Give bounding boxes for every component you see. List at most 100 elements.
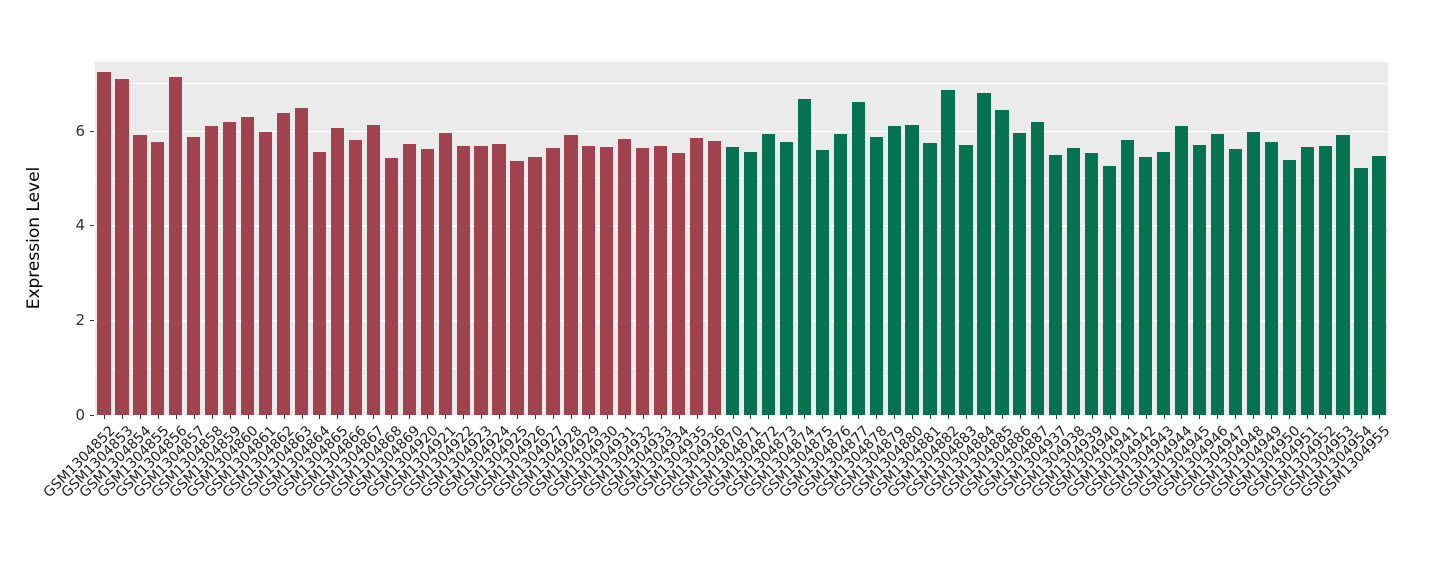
x-tick-mark	[732, 415, 734, 419]
x-tick-mark	[211, 415, 213, 419]
bar	[1031, 121, 1045, 415]
bar	[761, 134, 776, 415]
x-tick-mark	[373, 415, 375, 419]
bar	[384, 158, 398, 415]
bar	[600, 146, 614, 415]
bar	[1138, 156, 1153, 415]
x-tick-mark	[427, 415, 429, 419]
gridline-minor	[95, 83, 1388, 84]
bar	[959, 144, 973, 415]
bar	[402, 143, 416, 415]
bar	[474, 145, 488, 415]
bar	[636, 147, 650, 415]
x-tick-mark	[1271, 415, 1273, 419]
bar	[1049, 154, 1063, 415]
x-tick-mark	[624, 415, 626, 419]
x-tick-mark	[858, 415, 860, 419]
bar	[707, 140, 722, 415]
x-tick-mark	[1181, 415, 1183, 419]
x-tick-mark	[175, 415, 177, 419]
x-tick-mark	[750, 415, 752, 419]
x-tick-mark	[283, 415, 285, 419]
y-tick-mark	[90, 320, 94, 322]
bar	[151, 141, 165, 415]
bar	[923, 143, 937, 415]
x-tick-mark	[804, 415, 806, 419]
x-tick-mark	[1001, 415, 1003, 419]
x-tick-mark	[1019, 415, 1021, 419]
x-tick-mark	[319, 415, 321, 419]
x-tick-mark	[786, 415, 788, 419]
bar	[420, 148, 434, 415]
x-tick-mark	[121, 415, 123, 419]
x-tick-mark	[1289, 415, 1291, 419]
bar	[169, 77, 183, 415]
x-tick-mark	[1361, 415, 1363, 419]
bar	[223, 121, 237, 415]
bar	[1372, 155, 1386, 415]
bar	[1067, 147, 1081, 415]
x-tick-mark	[894, 415, 896, 419]
gridline-major	[95, 225, 1388, 227]
x-tick-mark	[983, 415, 985, 419]
bar	[1210, 133, 1225, 415]
bar	[797, 99, 811, 415]
bar	[995, 110, 1009, 415]
x-tick-mark	[1091, 415, 1093, 419]
bar	[258, 131, 273, 415]
x-tick-mark	[463, 415, 465, 419]
bar	[1282, 160, 1296, 415]
y-tick-label: 0	[75, 406, 85, 424]
bar	[1246, 131, 1260, 415]
bar	[743, 152, 758, 415]
x-tick-mark	[355, 415, 357, 419]
bar	[869, 136, 883, 415]
x-tick-mark	[1217, 415, 1219, 419]
gridline-major	[95, 130, 1388, 133]
bar	[1264, 141, 1278, 415]
x-tick-mark	[768, 415, 770, 419]
gridline-minor	[95, 367, 1388, 369]
x-tick-mark	[678, 415, 680, 419]
bar	[905, 124, 919, 415]
x-tick-mark	[1343, 415, 1345, 419]
x-tick-mark	[1073, 415, 1075, 419]
bar	[1192, 144, 1207, 415]
bar	[582, 145, 596, 415]
x-tick-mark	[876, 415, 878, 419]
plot-panel	[95, 62, 1388, 415]
bar	[941, 90, 955, 415]
bar	[1300, 146, 1314, 415]
x-tick-mark	[139, 415, 141, 419]
bar	[1336, 134, 1350, 415]
bar	[438, 132, 452, 415]
x-tick-mark	[1163, 415, 1165, 419]
x-tick-mark	[517, 415, 519, 419]
x-tick-mark	[1109, 415, 1111, 419]
x-tick-mark	[660, 415, 662, 419]
x-tick-mark	[1253, 415, 1255, 419]
bar	[977, 93, 991, 415]
gridline-major	[95, 320, 1388, 322]
bar	[1156, 152, 1171, 415]
x-tick-mark	[1307, 415, 1309, 419]
x-tick-mark	[391, 415, 393, 419]
x-tick-mark	[570, 415, 572, 419]
x-tick-mark	[499, 415, 501, 419]
y-tick-mark	[90, 130, 94, 132]
bar	[294, 107, 309, 415]
bar	[492, 143, 506, 415]
x-tick-mark	[912, 415, 914, 419]
bar	[833, 133, 847, 415]
bar	[654, 145, 668, 415]
bar	[887, 126, 901, 415]
bar	[312, 152, 327, 415]
x-tick-mark	[1379, 415, 1381, 419]
x-tick-mark	[588, 415, 590, 419]
bar	[618, 138, 632, 415]
x-tick-mark	[103, 415, 105, 419]
bar	[1354, 168, 1368, 415]
y-tick-mark	[90, 225, 94, 227]
x-tick-mark	[642, 415, 644, 419]
